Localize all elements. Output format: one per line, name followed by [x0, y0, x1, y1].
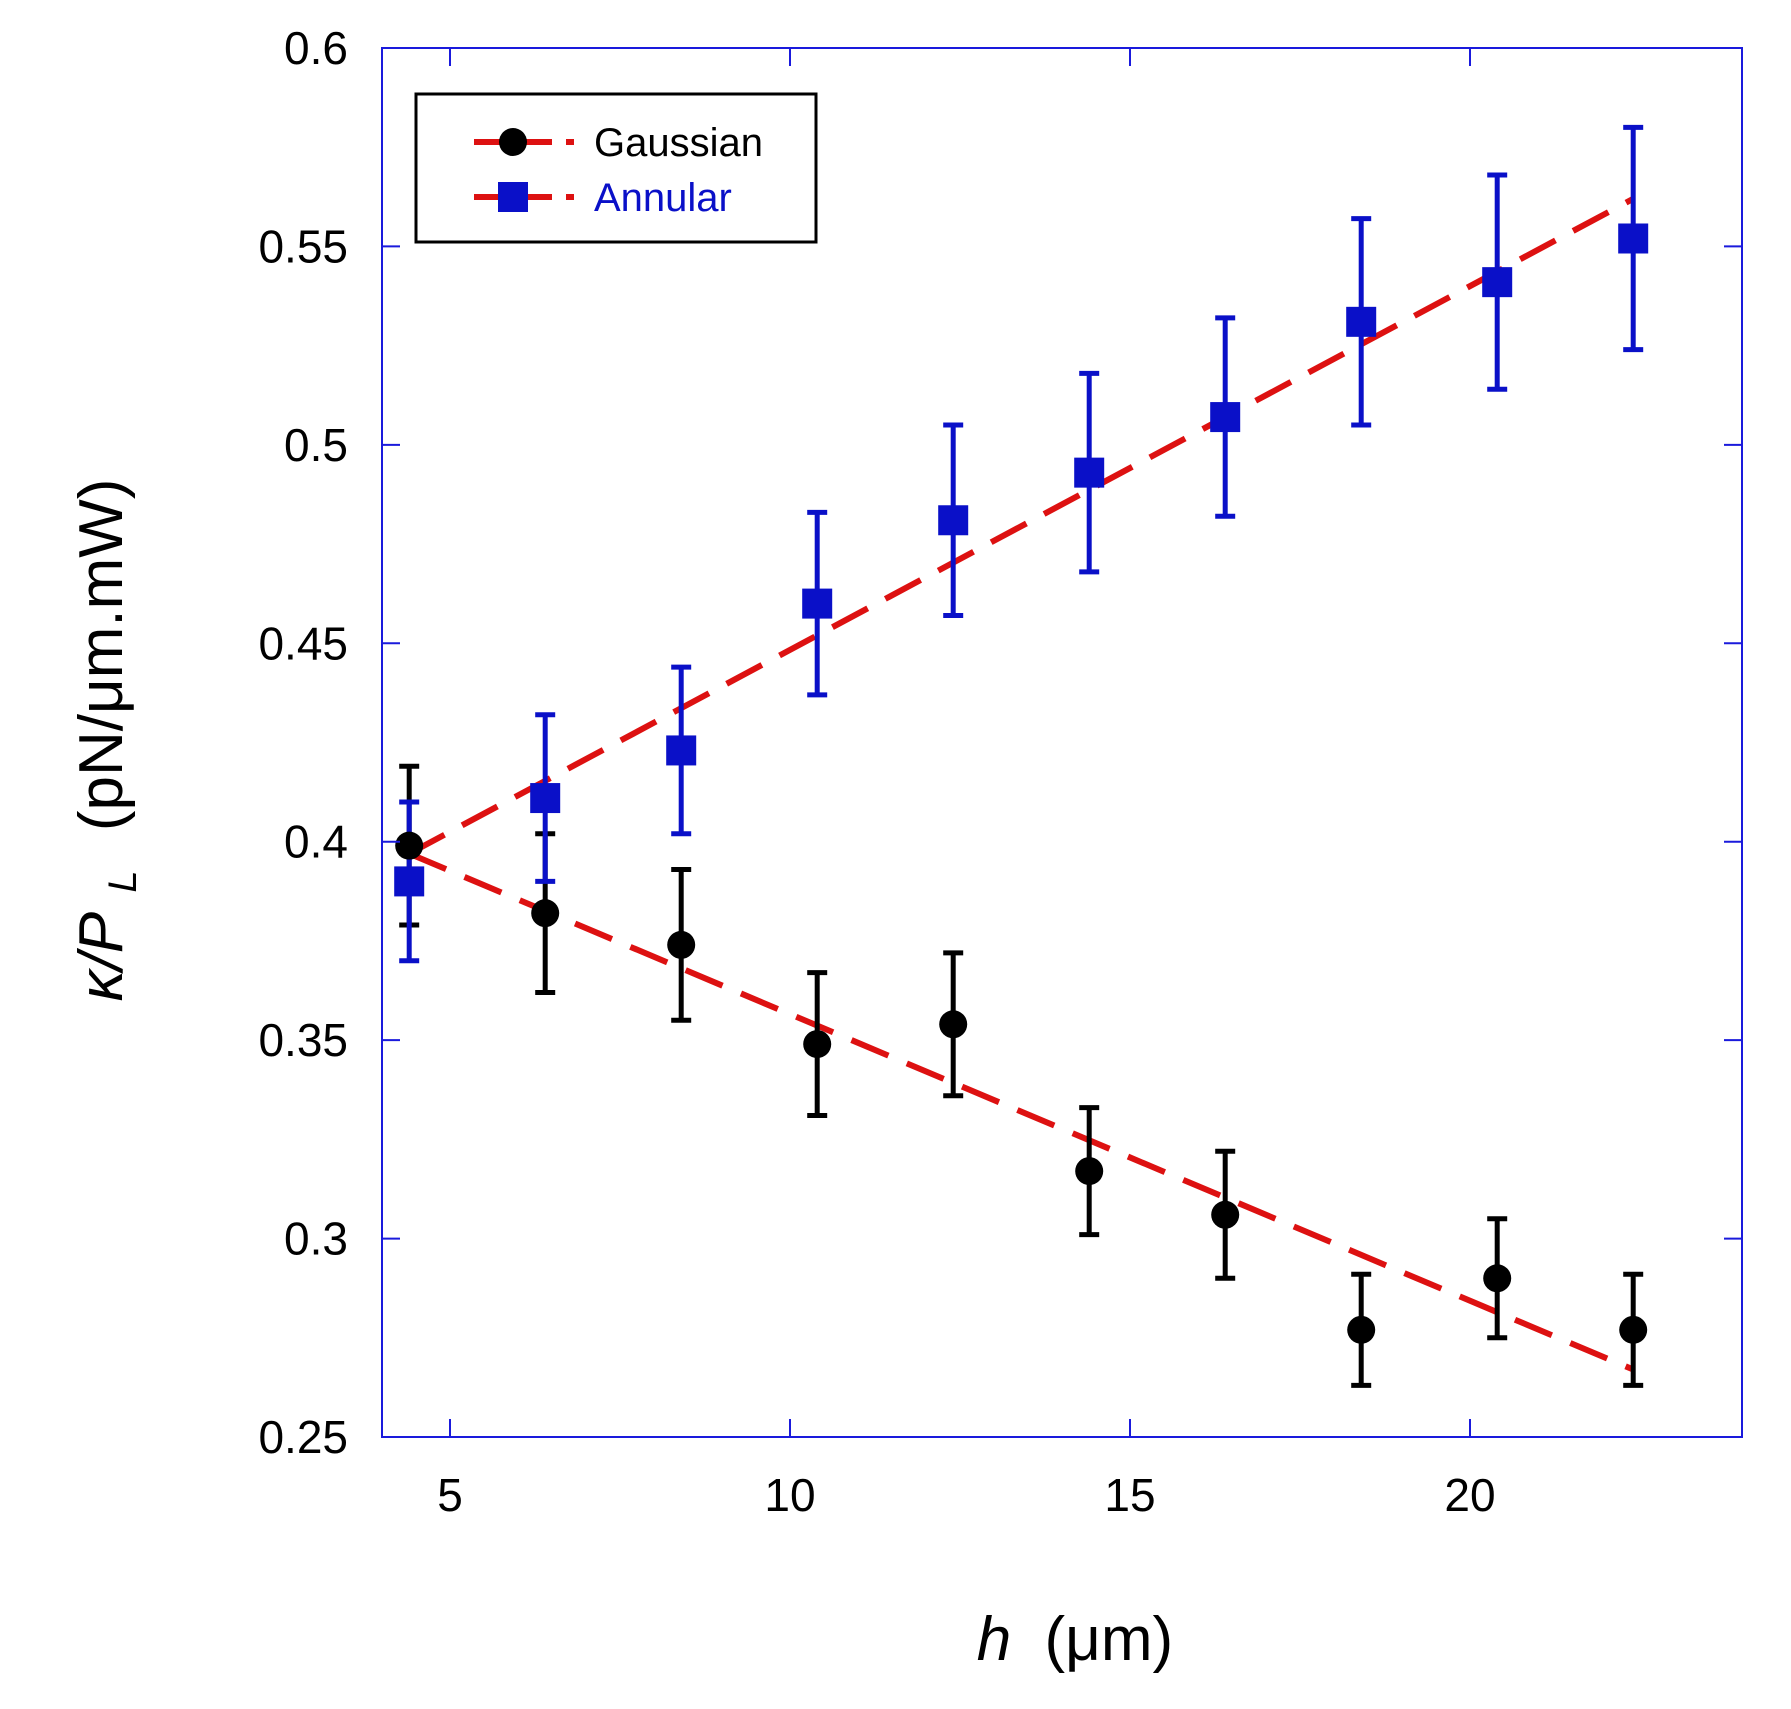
- y-tick-labels: 0.25 0.3 0.35 0.4 0.45 0.5 0.55 0.6: [258, 22, 348, 1463]
- x-tick-label: 10: [764, 1469, 815, 1521]
- data-point-gaussian: [1211, 1200, 1240, 1229]
- data-point-annular: [938, 505, 969, 536]
- data-point-annular: [666, 735, 697, 766]
- data-point-gaussian: [939, 1010, 968, 1039]
- y-axis-subscript: L: [101, 870, 145, 892]
- data-point-annular: [802, 588, 833, 619]
- axis-ticks: [382, 47, 1742, 1438]
- y-tick-label: 0.4: [284, 816, 348, 868]
- x-tick-labels: 5 10 15 20: [437, 1469, 1495, 1521]
- y-tick-label: 0.6: [284, 22, 348, 74]
- data-point-gaussian: [803, 1030, 832, 1059]
- x-axis-var: h: [977, 1605, 1011, 1674]
- x-tick-label: 5: [437, 1469, 463, 1521]
- x-axis-unit: (μm): [1045, 1605, 1174, 1674]
- y-axis-unit: (pN/μm.mW): [67, 479, 136, 832]
- y-tick-label: 0.45: [258, 617, 348, 669]
- fit-lines: [407, 196, 1635, 1373]
- fit-line-annular: [407, 196, 1635, 857]
- data-point-gaussian: [531, 899, 560, 928]
- data-point-gaussian: [1483, 1264, 1512, 1293]
- data-point-gaussian: [1347, 1315, 1376, 1344]
- data-point-annular: [1618, 223, 1649, 254]
- legend-marker-annular: [498, 182, 528, 212]
- data-point-annular: [530, 783, 561, 814]
- data-point-annular: [1210, 402, 1241, 433]
- y-axis-var: κ/P: [67, 912, 136, 1002]
- legend-box: [414, 92, 818, 244]
- data-point-annular: [1346, 306, 1377, 337]
- data-point-annular: [1482, 267, 1513, 298]
- x-tick-label: 20: [1444, 1469, 1495, 1521]
- y-tick-label: 0.3: [284, 1213, 348, 1265]
- data-point-gaussian: [395, 831, 424, 860]
- y-tick-label: 0.5: [284, 419, 348, 471]
- legend-label-annular: Annular: [594, 176, 732, 220]
- y-tick-label: 0.55: [258, 220, 348, 272]
- legend: Gaussian Annular: [414, 92, 818, 244]
- y-tick-label: 0.25: [258, 1411, 348, 1463]
- legend-marker-gaussian: [499, 128, 527, 156]
- data-point-gaussian: [1619, 1315, 1648, 1344]
- y-tick-label: 0.35: [258, 1014, 348, 1066]
- data-point-annular: [394, 866, 425, 897]
- data-markers: [394, 223, 1649, 1344]
- legend-label-gaussian: Gaussian: [594, 121, 763, 165]
- data-point-gaussian: [1075, 1157, 1104, 1186]
- data-point-annular: [1074, 457, 1105, 488]
- x-tick-label: 15: [1104, 1469, 1155, 1521]
- plot-frame: [381, 47, 1743, 1438]
- data-point-gaussian: [667, 930, 696, 959]
- x-axis-title: h (μm): [977, 1605, 1173, 1674]
- y-axis-title: κ/P L (pN/μm.mW): [67, 479, 150, 1002]
- fit-line-gaussian: [408, 850, 1635, 1373]
